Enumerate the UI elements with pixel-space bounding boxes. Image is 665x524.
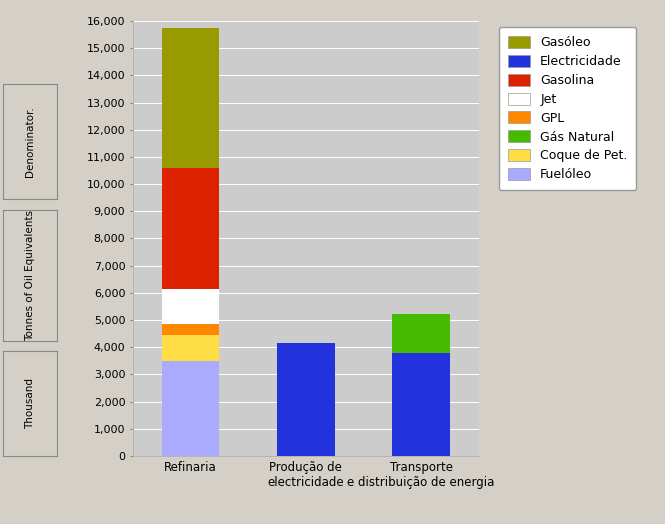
- Bar: [162, 335, 219, 361]
- Text: Thousand: Thousand: [25, 378, 35, 429]
- Bar: [277, 343, 334, 456]
- Bar: [392, 353, 450, 456]
- Bar: [162, 361, 219, 456]
- Bar: [392, 314, 450, 353]
- Bar: [162, 28, 219, 168]
- Bar: [162, 324, 219, 335]
- Text: Tonnes of Oil Equivalents: Tonnes of Oil Equivalents: [25, 210, 35, 341]
- Bar: [162, 289, 219, 324]
- Text: Denominator.: Denominator.: [25, 106, 35, 177]
- Bar: [162, 168, 219, 289]
- Legend: Gasóleo, Electricidade, Gasolina, Jet, GPL, Gás Natural, Coque de Pet., Fuelóleo: Gasóleo, Electricidade, Gasolina, Jet, G…: [499, 27, 636, 190]
